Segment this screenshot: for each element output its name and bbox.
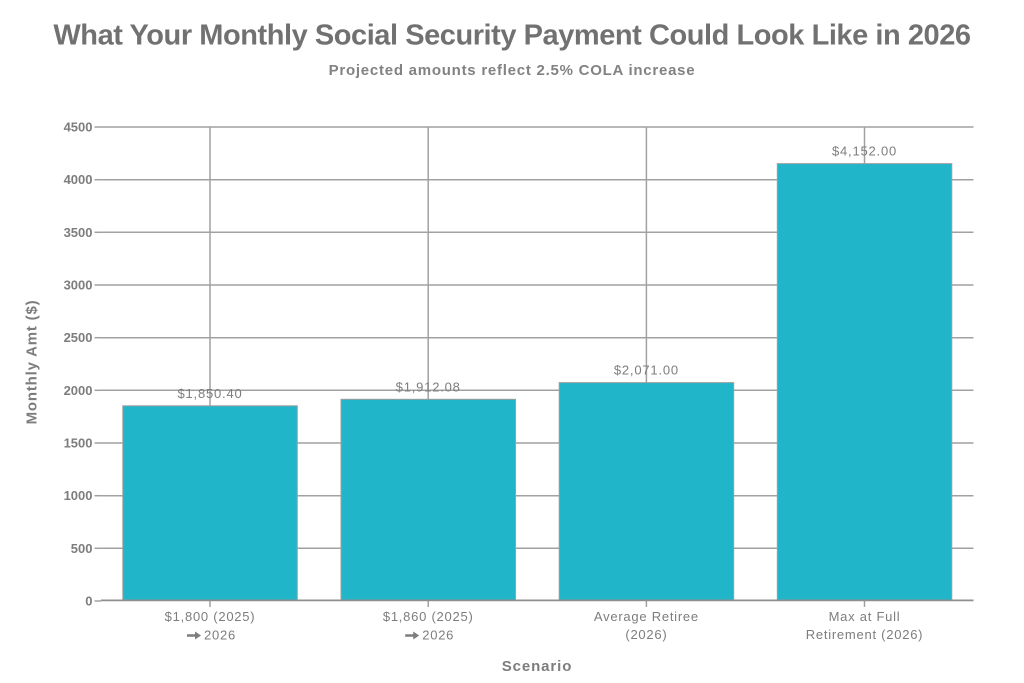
svg-text:0: 0 — [85, 594, 92, 609]
svg-text:Average Retiree: Average Retiree — [594, 609, 699, 624]
svg-text:3500: 3500 — [64, 225, 93, 240]
svg-text:Retirement (2026): Retirement (2026) — [806, 627, 924, 642]
svg-text:1500: 1500 — [64, 436, 93, 451]
svg-text:What Your Monthly Social Secur: What Your Monthly Social Security Paymen… — [53, 20, 971, 52]
svg-text:500: 500 — [71, 541, 93, 556]
svg-text:$1,850.40: $1,850.40 — [177, 386, 242, 401]
svg-text:$1,800 (2025): $1,800 (2025) — [165, 609, 256, 624]
svg-text:$4,152.00: $4,152.00 — [832, 144, 897, 159]
svg-text:2026: 2026 — [204, 628, 236, 643]
svg-text:Max at Full: Max at Full — [829, 609, 901, 624]
svg-text:(2026): (2026) — [625, 627, 667, 642]
svg-text:Scenario: Scenario — [502, 658, 573, 675]
svg-text:$1,860 (2025): $1,860 (2025) — [383, 609, 474, 624]
svg-text:$2,071.00: $2,071.00 — [614, 363, 679, 378]
svg-text:4500: 4500 — [64, 120, 93, 135]
svg-text:3000: 3000 — [64, 278, 93, 293]
svg-text:4000: 4000 — [64, 172, 93, 187]
svg-text:2500: 2500 — [64, 330, 93, 345]
svg-text:2026: 2026 — [422, 628, 454, 643]
svg-text:2000: 2000 — [64, 383, 93, 398]
svg-text:$1,912.08: $1,912.08 — [396, 379, 461, 394]
svg-text:Monthly Amt ($): Monthly Amt ($) — [24, 300, 41, 425]
svg-text:Projected amounts reflect 2.5%: Projected amounts reflect 2.5% COLA incr… — [329, 62, 696, 79]
svg-text:1000: 1000 — [64, 488, 93, 503]
